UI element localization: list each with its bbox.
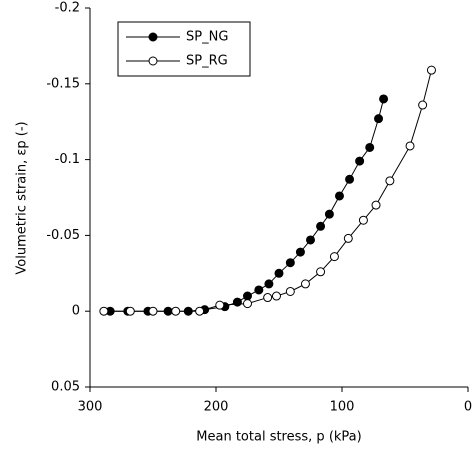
series-line (103, 70, 432, 312)
data-point (171, 306, 181, 316)
x-tick-label: 0 (464, 400, 472, 415)
x-axis-label: Mean total stress, p (kPa) (196, 430, 361, 445)
y-tick-label: 0 (72, 304, 80, 319)
data-point (324, 209, 334, 219)
data-point (125, 306, 135, 316)
data-point (374, 114, 384, 124)
data-point (215, 300, 225, 310)
data-point (243, 291, 252, 301)
y-tick-label: -0.15 (46, 76, 80, 91)
data-point (232, 297, 242, 307)
data-point (345, 174, 355, 184)
series-line (110, 98, 385, 312)
data-point (285, 258, 295, 268)
data-point (343, 233, 353, 243)
data-point (371, 200, 381, 210)
data-point (285, 286, 295, 296)
data-point (263, 293, 273, 303)
data-point (306, 235, 315, 245)
x-tick-label: 100 (330, 400, 355, 415)
data-point (271, 291, 281, 301)
data-point (274, 268, 284, 278)
data-point (334, 191, 344, 201)
x-tick-label: 200 (204, 400, 229, 415)
y-tick-label: 0.05 (51, 380, 80, 395)
data-point (148, 306, 158, 316)
data-point (99, 306, 109, 316)
data-point (426, 65, 436, 75)
legend-marker (148, 32, 158, 42)
data-point (195, 306, 205, 316)
data-point (358, 215, 368, 225)
data-point (355, 156, 365, 166)
data-point (385, 176, 395, 186)
legend-label: SP_NG (186, 30, 228, 45)
data-point (365, 142, 375, 152)
data-point (316, 267, 326, 277)
data-point (254, 285, 264, 295)
y-tick-label: -0.05 (46, 228, 80, 243)
data-point (243, 299, 252, 309)
y-axis-label: Volumetric strain, εp (-) (15, 121, 30, 274)
x-tick-label: 300 (78, 400, 103, 415)
data-point (300, 279, 310, 289)
data-point (418, 100, 428, 110)
y-tick-label: -0.2 (55, 1, 80, 16)
data-point (264, 279, 274, 289)
data-point (379, 94, 389, 104)
data-point (329, 252, 339, 262)
legend-label: SP_RG (186, 54, 228, 69)
legend-marker (148, 56, 158, 66)
y-tick-label: -0.1 (55, 152, 80, 167)
data-point (405, 141, 415, 151)
data-point (295, 247, 305, 257)
data-point (316, 221, 326, 231)
legend-box (117, 21, 251, 77)
